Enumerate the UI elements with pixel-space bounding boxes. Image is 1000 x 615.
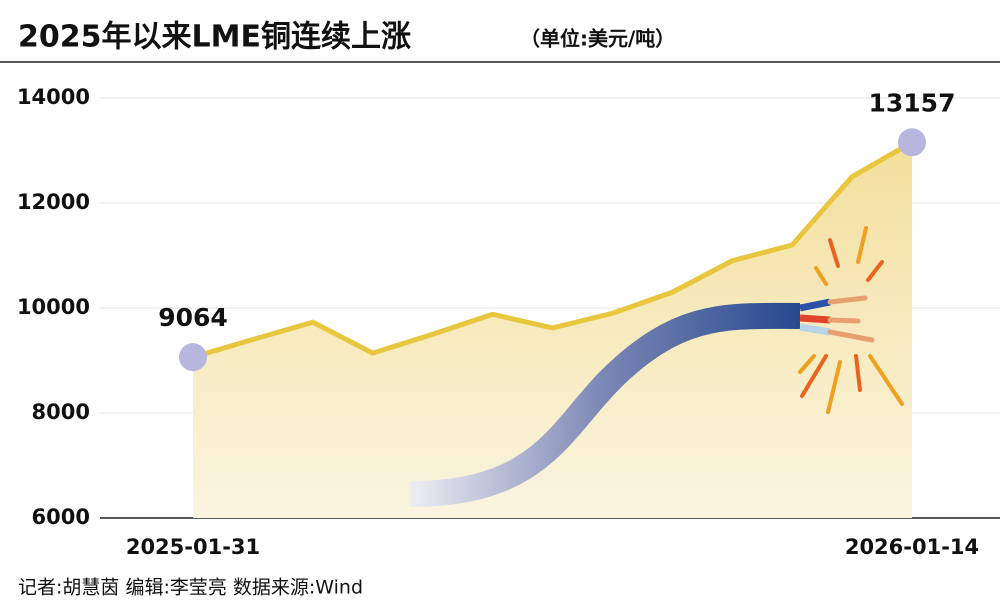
footer: 记者:胡慧茵 编辑:李莹亮 数据来源:Wind — [18, 577, 363, 599]
end-marker — [898, 128, 926, 157]
y-tick-label: 14000 — [17, 85, 90, 109]
y-tick-label: 12000 — [17, 190, 90, 214]
data-label: 9064 — [158, 303, 228, 332]
chart-subtitle: （单位:美元/吨） — [520, 27, 675, 51]
cable-illustration — [409, 226, 904, 507]
y-tick-label: 8000 — [32, 400, 90, 424]
plot-area: 6000 8000 10000 12000 14000 2025-01-31 2026-01… — [17, 85, 1000, 559]
y-tick-label: 10000 — [17, 295, 90, 319]
x-tick-label: 2025-01-31 — [126, 535, 260, 559]
y-tick-label: 6000 — [32, 505, 90, 529]
chart-title: 2025年以来LME铜连续上涨 — [18, 20, 411, 55]
end-marker — [179, 343, 207, 372]
x-tick-label: 2026-01-14 — [845, 535, 979, 559]
data-label: 13157 — [869, 88, 956, 117]
line — [192, 140, 914, 360]
